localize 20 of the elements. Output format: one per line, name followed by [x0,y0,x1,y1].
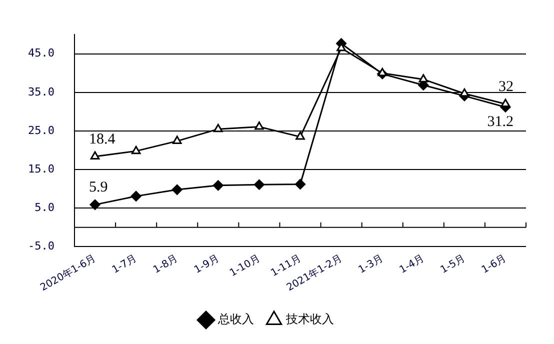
data-label: 5.9 [89,180,108,196]
data-label: 18.4 [89,131,116,148]
x-tick-label: 1-4月 [398,253,426,276]
x-tick-label: 1-9月 [192,253,221,276]
y-tick-label: 25.0 [28,124,54,137]
legend-label: 总收入 [217,312,254,326]
y-tick-label: 15.0 [28,162,54,176]
x-tick-label: 1-6月 [480,253,508,276]
x-tick-label: 1-8月 [152,253,180,276]
x-tick-label: 1-3月 [356,253,386,276]
y-tick-label: -5.0 [28,240,54,253]
data-label: 31.2 [487,114,514,130]
x-tick-label: 1-5月 [438,253,468,276]
data-label: 32 [498,78,514,95]
y-tick-label: 5.0 [34,201,54,214]
x-tick-label: 1-10月 [228,253,262,280]
y-tick-label: 35.0 [28,85,54,98]
legend-label: 技术收入 [285,312,334,326]
x-tick-label: 1-7月 [110,253,139,276]
y-tick-label: 45.0 [28,46,54,60]
